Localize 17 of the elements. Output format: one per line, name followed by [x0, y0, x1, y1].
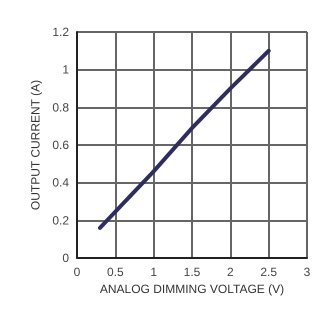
x-axis-title: ANALOG DIMMING VOLTAGE (V) [100, 282, 284, 296]
x-tick-label: 1 [150, 265, 158, 279]
y-tick-label: 0 [62, 251, 70, 265]
y-tick-label: 0.2 [52, 213, 70, 228]
x-tick-label: 2.5 [260, 265, 278, 279]
x-tick-label: 0 [74, 265, 81, 279]
y-axis-title: OUTPUT CURRENT (A) [28, 80, 42, 210]
y-tick-label: 0.4 [52, 176, 70, 190]
x-tick-label: 0.5 [106, 265, 124, 279]
y-tick-label: 0.8 [52, 100, 70, 114]
y-tick-label: 1.2 [52, 25, 70, 39]
x-tick-label: 2 [226, 265, 234, 279]
y-tick-label: 1 [62, 62, 70, 77]
x-tick-label: 1.5 [184, 265, 201, 279]
y-tick-label: 0.6 [52, 138, 70, 152]
x-tick-label: 3 [304, 265, 311, 279]
line-series [98, 48, 271, 230]
